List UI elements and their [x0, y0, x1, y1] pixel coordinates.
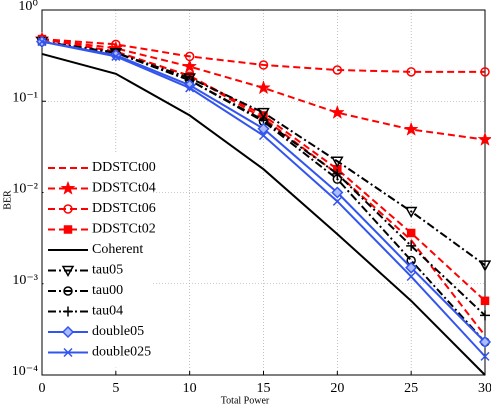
marker	[184, 51, 195, 62]
legend-label: Coherent	[92, 242, 143, 257]
series-line	[41, 38, 485, 73]
plot-frame	[41, 9, 486, 376]
marker	[477, 131, 491, 146]
marker	[256, 80, 271, 95]
marker	[406, 240, 417, 251]
legend-label: DDSTCt06	[92, 201, 156, 216]
marker	[257, 122, 270, 135]
marker	[406, 271, 416, 282]
marker	[329, 104, 345, 119]
marker	[332, 65, 343, 75]
marker	[258, 131, 269, 141]
legend-label: tau04	[92, 304, 123, 319]
marker	[331, 156, 344, 168]
marker	[331, 186, 344, 199]
legend-marker	[63, 306, 73, 317]
y-tick-label: 10⁻²	[12, 182, 38, 197]
legend-label: tau00	[92, 283, 123, 298]
marker	[403, 121, 419, 136]
x-tick-label: 25	[404, 381, 418, 396]
legend-marker	[63, 204, 73, 214]
legend-label: DDSTCt00	[92, 160, 156, 175]
legend-marker	[63, 286, 73, 296]
x-tick-label: 15	[257, 381, 271, 396]
marker	[258, 60, 269, 70]
legend-marker	[61, 265, 75, 278]
legend-label: tau05	[92, 263, 123, 278]
marker	[406, 228, 416, 238]
x-tick-label: 10	[183, 381, 197, 396]
y-tick-label: 10⁻³	[12, 273, 38, 288]
legend-marker	[63, 225, 73, 234]
y-tick-label: 10⁻⁴	[12, 364, 38, 379]
legend-marker	[60, 180, 76, 195]
legend-label: double05	[92, 324, 144, 339]
marker	[478, 260, 491, 272]
marker	[480, 296, 490, 306]
legend-marker	[61, 325, 75, 339]
marker	[406, 67, 416, 77]
marker	[478, 335, 491, 349]
x-tick-label: 20	[330, 381, 344, 396]
y-axis-label: BER	[2, 190, 13, 210]
x-tick-label: 30	[478, 381, 491, 396]
x-tick-label: 0	[39, 381, 46, 396]
legend-marker	[63, 347, 73, 358]
marker	[257, 107, 270, 120]
x-axis-label: Total Power	[221, 395, 270, 406]
marker	[332, 196, 342, 206]
marker	[185, 83, 195, 93]
series-line	[41, 52, 486, 376]
legend-label: DDSTCt02	[92, 222, 156, 237]
y-tick-label: 10⁻¹	[12, 90, 38, 105]
legend-label: DDSTCt04	[92, 181, 156, 196]
x-tick-label: 5	[112, 381, 119, 396]
marker	[111, 51, 121, 61]
marker	[480, 67, 490, 77]
marker	[332, 168, 343, 179]
marker	[405, 261, 418, 274]
series-line	[41, 40, 486, 266]
y-tick-label: 10⁰	[18, 0, 38, 14]
legend-label: double025	[92, 345, 151, 360]
marker	[182, 58, 198, 73]
marker	[37, 37, 47, 47]
marker	[480, 351, 490, 361]
marker	[404, 206, 418, 218]
marker	[480, 310, 490, 321]
